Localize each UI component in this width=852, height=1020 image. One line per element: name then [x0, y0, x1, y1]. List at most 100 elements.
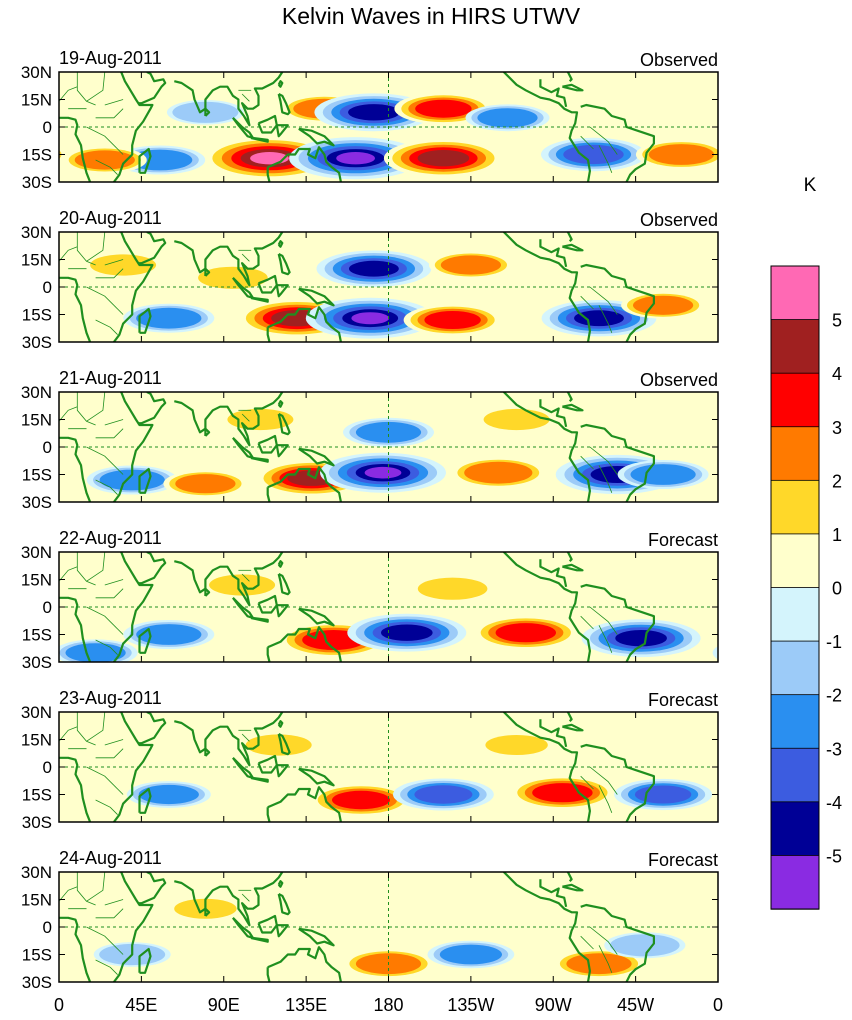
coastline: [113, 232, 154, 342]
anomaly-contour: [415, 99, 472, 118]
coastline: [137, 72, 167, 105]
coastline: [277, 400, 284, 408]
panel-date-label: 22-Aug-2011: [59, 528, 162, 548]
country-border: [95, 108, 124, 119]
coastline: [539, 559, 568, 588]
coastline: [298, 767, 335, 787]
coastline: [204, 107, 211, 117]
anomaly-contour: [355, 421, 422, 443]
anomaly-contour: [0, 627, 16, 649]
coastline: [580, 903, 655, 982]
y-tick-label: 30S: [22, 973, 52, 992]
coastline: [277, 880, 284, 888]
coastline: [113, 872, 154, 982]
panel-status-label: Forecast: [648, 850, 718, 870]
country-border: [113, 785, 124, 795]
panel-status-label: Observed: [640, 370, 718, 390]
x-tick-label: 90E: [208, 995, 240, 1015]
coastline: [275, 764, 289, 778]
colorbar-tick-label: 5: [832, 311, 842, 331]
coastline: [277, 240, 284, 248]
anomaly-contour: [0, 630, 8, 646]
panel-status-label: Forecast: [648, 530, 718, 550]
anomaly-contour: [440, 255, 501, 275]
panel-date-label: 20-Aug-2011: [59, 208, 162, 228]
coastline: [250, 456, 269, 463]
anomaly-contour: [786, 150, 851, 171]
coastline: [503, 392, 591, 502]
y-tick-label: 30S: [22, 173, 52, 192]
coastline: [113, 712, 154, 822]
country-border: [104, 899, 124, 906]
coastline: [275, 124, 289, 138]
coastline: [298, 127, 335, 147]
coastline: [266, 487, 271, 502]
colorbar-tick-label: 1: [832, 525, 842, 545]
country-border: [241, 573, 250, 582]
colorbar-tick-label: -5: [826, 846, 842, 866]
map-panel: 19-Aug-2011 Observed 30N 15N 0 15S 30S: [21, 48, 852, 192]
anomaly-contour: [336, 152, 375, 165]
y-tick-label: 15S: [22, 306, 52, 325]
coastline: [59, 276, 92, 342]
coastline: [562, 403, 584, 412]
country-border: [59, 406, 78, 422]
coastline: [174, 392, 284, 447]
coastline: [174, 712, 284, 767]
country-border: [113, 305, 124, 315]
colorbar-swatch: [770, 855, 820, 910]
country-border: [589, 126, 618, 155]
colorbar-frame: [770, 265, 820, 910]
y-tick-label: 0: [43, 278, 52, 297]
anomaly-contour: [722, 147, 806, 174]
country-border: [580, 615, 594, 630]
anomaly-contour: [633, 295, 694, 315]
coastline: [137, 232, 167, 265]
colorbar-tick-label: -3: [826, 739, 842, 759]
country-border: [76, 392, 96, 426]
country-border: [86, 72, 106, 102]
x-axis: 0 45E 90E 135E 180 135W 90W 45W 0: [54, 995, 723, 1015]
coastline: [277, 413, 291, 436]
anomaly-contour: [0, 458, 11, 492]
anomaly-contour: [734, 150, 794, 169]
anomaly-contour: [532, 783, 593, 803]
coastline: [138, 787, 152, 814]
coastline: [539, 399, 568, 428]
anomaly-contour: [348, 104, 400, 121]
coastline: [562, 723, 584, 732]
country-border: [113, 945, 124, 955]
country-border: [104, 419, 124, 426]
country-border: [59, 246, 78, 262]
coastline: [562, 83, 584, 92]
coastline: [266, 967, 271, 982]
anomaly-contour: [712, 646, 718, 660]
y-tick-label: 30N: [21, 543, 52, 562]
anomaly-contour: [483, 408, 550, 431]
country-border: [580, 455, 594, 470]
country-border: [76, 232, 96, 266]
coastline: [59, 596, 92, 662]
anomaly-contour: [615, 630, 667, 647]
colorbar-tick-label: 2: [832, 471, 842, 491]
map-panel: 23-Aug-2011 Forecast 30N 15N 0 15S 30S: [21, 688, 719, 832]
anomaly-contour: [566, 953, 632, 975]
anomaly-contour: [175, 474, 236, 494]
coastline: [562, 563, 584, 572]
coastline: [174, 872, 284, 927]
coastline: [113, 72, 154, 182]
anomaly-contour: [831, 102, 852, 123]
x-tick-label: 180: [373, 995, 403, 1015]
anomaly-contour: [495, 623, 556, 643]
y-tick-label: 15N: [21, 411, 52, 430]
country-border: [86, 606, 115, 626]
coastline: [137, 552, 167, 585]
coastline: [277, 93, 291, 116]
map-panel: 21-Aug-2011 Observed 30N 15N 0 15S 30S: [0, 368, 719, 512]
y-tick-label: 15S: [22, 146, 52, 165]
coastline: [267, 466, 342, 502]
coastline: [298, 447, 335, 467]
coastline: [174, 232, 284, 287]
anomaly-contour: [773, 146, 852, 175]
country-border: [589, 446, 618, 475]
